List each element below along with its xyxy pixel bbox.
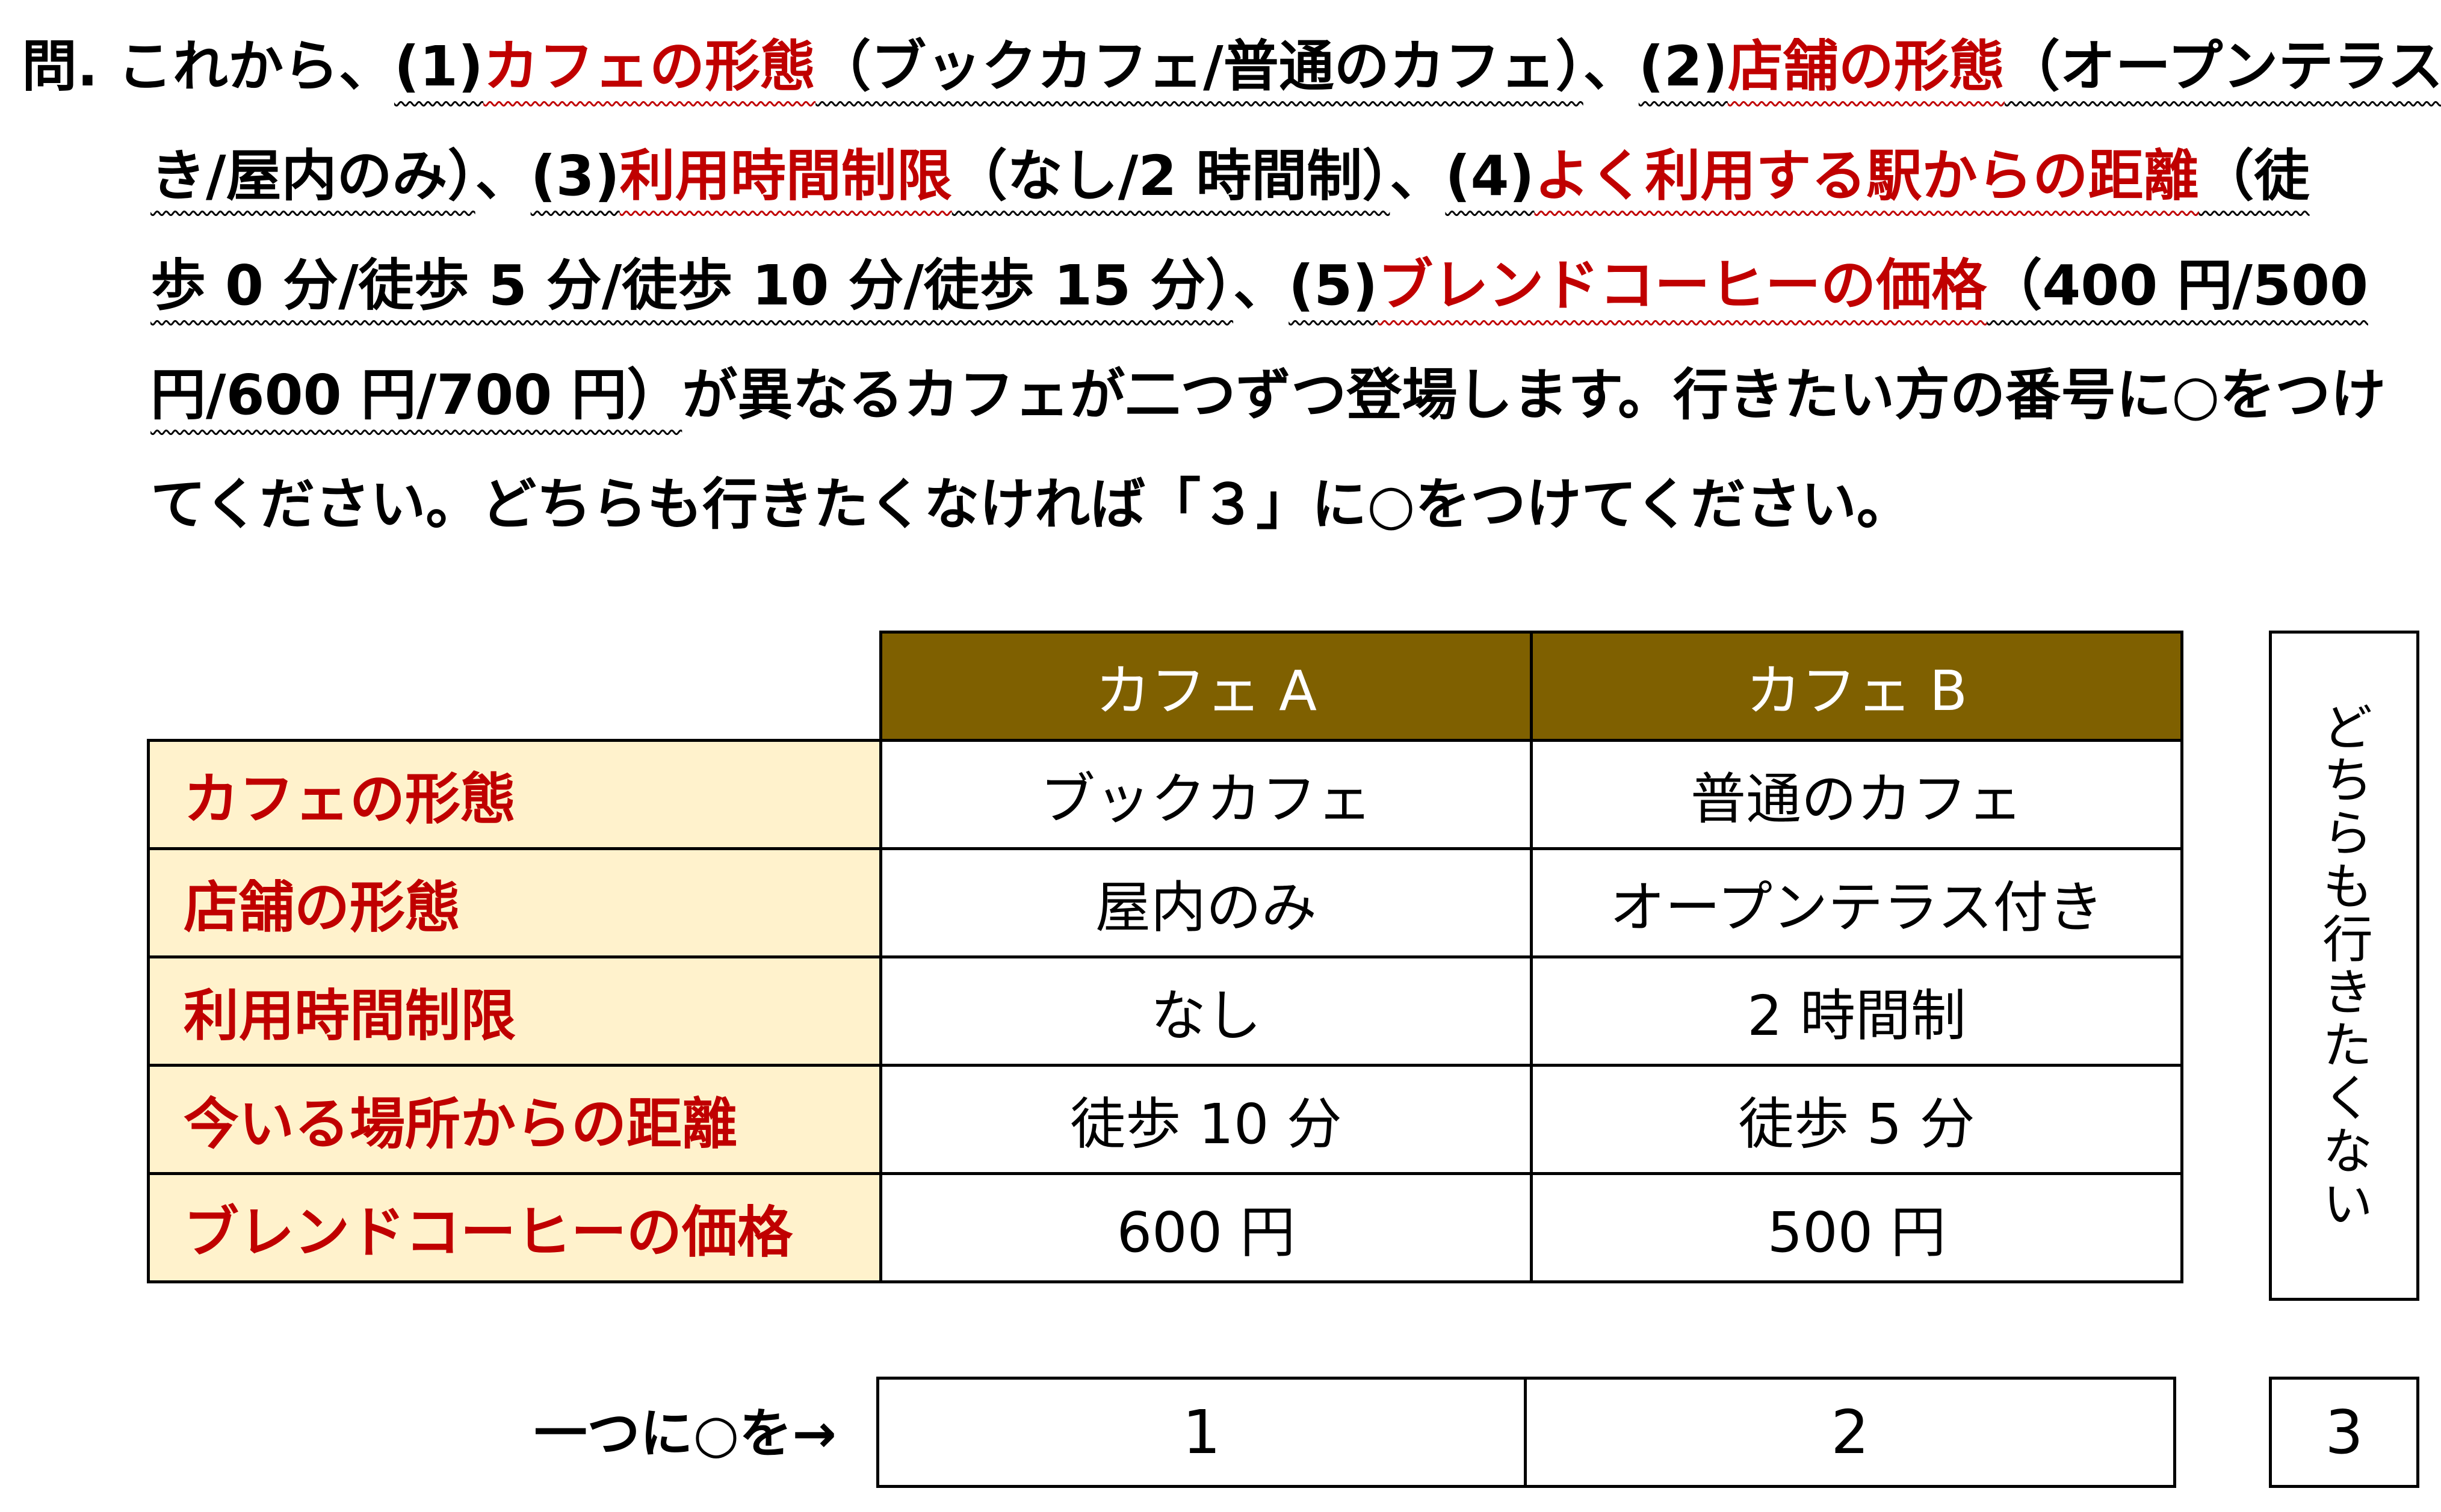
question-text: 問. これから、(1)カフェの形態（ブックカフェ/普通のカフェ）、(2)店舗の形…	[22, 12, 2441, 560]
row-label: カフェの形態	[147, 739, 882, 850]
row-label: 店舗の形態	[147, 847, 882, 958]
question-segment: 、	[1583, 34, 1639, 99]
question-segment: 歩 0 分/徒歩 5 分/徒歩 10 分/徒歩 15 分）	[150, 253, 1234, 318]
cafe-a-value: 徒歩 10 分	[879, 1064, 1533, 1175]
table-row: ブレンドコーヒーの価格 600 円 500 円	[147, 1172, 2183, 1283]
attribute-name: 利用時間制限	[619, 144, 952, 208]
question-segment: 、	[1390, 144, 1446, 208]
cafe-b-value: 500 円	[1530, 1172, 2183, 1283]
question-line: てください。どちらも行きたくなければ「３」に○をつけてください。	[22, 450, 2423, 560]
table-row: カフェの形態 ブックカフェ 普通のカフェ	[147, 739, 2183, 850]
cafe-b-value: 普通のカフェ	[1530, 739, 2183, 850]
neither-label: どちらも行きたくない	[2314, 701, 2374, 1230]
header-cafe-b: カフェ B	[1530, 631, 2183, 742]
header-cafe-a: カフェ A	[879, 631, 1533, 742]
question-line: 問. これから、(1)カフェの形態（ブックカフェ/普通のカフェ）、(2)店舗の形…	[22, 12, 2441, 122]
question-line: き/屋内のみ）、(3)利用時間制限（なし/2 時間制）、(4)よく利用する駅から…	[22, 122, 2423, 231]
question-segment: (3)	[530, 144, 620, 208]
question-segment: (2)	[1638, 34, 1728, 99]
row-label: ブレンドコーヒーの価格	[147, 1172, 882, 1283]
blank-header-cell	[148, 632, 881, 742]
question-segment: が異なるカフェが二つずつ登場します。行きたい方の番号に○をつけ	[682, 363, 2386, 427]
row-label: 今いる場所からの距離	[147, 1064, 882, 1175]
table-header-row: カフェ A カフェ B	[148, 631, 2183, 742]
attribute-name: カフェの形態	[483, 34, 816, 99]
table-row: 店舗の形態 屋内のみ オープンテラス付き	[147, 847, 2183, 958]
choice-option-2[interactable]: 2	[1524, 1377, 2176, 1488]
question-segment: （なし/2 時間制）	[951, 144, 1390, 208]
question-segment: (4)	[1445, 144, 1535, 208]
question-segment: 円/600 円/700 円）	[150, 363, 682, 427]
question-segment: (1)	[394, 34, 484, 99]
attribute-name: ブレンドコーヒーの価格	[1378, 253, 1987, 318]
question-segment: （徒	[2198, 144, 2310, 208]
cafe-b-value: 2 時間制	[1530, 955, 2183, 1067]
question-segment: てください。どちらも行きたくなければ「３」に○をつけてください。	[150, 472, 1912, 537]
choice-instruction: 一つに○を→	[534, 1402, 837, 1464]
question-segment: （ブックカフェ/普通のカフェ）	[815, 34, 1583, 99]
question-segment: 問. これから、	[22, 34, 394, 99]
comparison-table: カフェ A カフェ B カフェの形態 ブックカフェ 普通のカフェ 店舗の形態 屋…	[147, 631, 2183, 1283]
cafe-a-value: ブックカフェ	[879, 739, 1533, 850]
question-line: 円/600 円/700 円）が異なるカフェが二つずつ登場します。行きたい方の番号…	[22, 341, 2423, 450]
question-segment: き/屋内のみ）	[150, 144, 475, 208]
attribute-name: 店舗の形態	[1727, 34, 2005, 99]
question-segment: (5)	[1289, 253, 1378, 318]
question-segment: 、	[475, 144, 531, 208]
table-row: 今いる場所からの距離 徒歩 10 分 徒歩 5 分	[147, 1064, 2183, 1175]
cafe-a-value: なし	[879, 955, 1533, 1067]
cafe-b-value: オープンテラス付き	[1530, 847, 2183, 958]
question-segment: （400 円/500	[1987, 253, 2368, 318]
choice-option-1[interactable]: 1	[876, 1377, 1527, 1488]
cafe-a-value: 600 円	[879, 1172, 1533, 1283]
table-row: 利用時間制限 なし 2 時間制	[147, 955, 2183, 1067]
attribute-name: よく利用する駅からの距離	[1534, 144, 2199, 208]
row-label: 利用時間制限	[147, 955, 882, 1067]
cafe-b-value: 徒歩 5 分	[1530, 1064, 2183, 1175]
cafe-a-value: 屋内のみ	[879, 847, 1533, 958]
question-segment: 、	[1233, 253, 1289, 318]
neither-option-box: どちらも行きたくない	[2269, 631, 2419, 1301]
choice-option-3[interactable]: 3	[2269, 1377, 2419, 1488]
question-line: 歩 0 分/徒歩 5 分/徒歩 10 分/徒歩 15 分）、(5)ブレンドコーヒ…	[22, 231, 2423, 341]
question-segment: （オープンテラス付	[2004, 34, 2441, 99]
